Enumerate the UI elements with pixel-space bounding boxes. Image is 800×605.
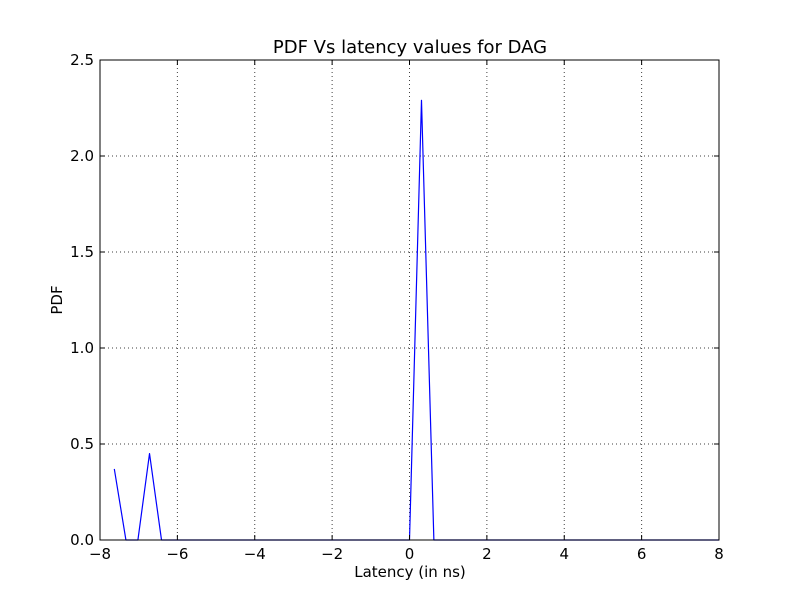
x-tick-label: −6 xyxy=(166,545,188,563)
tick-marks xyxy=(99,59,720,541)
y-tick-label: 1.5 xyxy=(70,243,94,261)
x-tick-label: −8 xyxy=(89,545,111,563)
x-tick-label: 2 xyxy=(482,545,492,563)
x-tick-label: 4 xyxy=(559,545,569,563)
x-tick-label: −4 xyxy=(244,545,266,563)
x-tick-label: −2 xyxy=(321,545,343,563)
y-tick-label: 2.5 xyxy=(70,51,94,69)
x-tick-label: 8 xyxy=(714,545,724,563)
x-tick-labels: −8 −6 −4 −2 0 2 4 6 8 xyxy=(89,545,724,563)
x-tick-label: 6 xyxy=(637,545,647,563)
x-axis-label: Latency (in ns) xyxy=(354,563,466,581)
grid-lines xyxy=(100,60,719,540)
y-tick-label: 1.0 xyxy=(70,339,94,357)
x-tick-label: 0 xyxy=(405,545,415,563)
y-tick-label: 0.5 xyxy=(70,435,94,453)
y-axis-label: PDF xyxy=(48,285,66,314)
y-tick-label: 2.0 xyxy=(70,147,94,165)
y-tick-label: 0.0 xyxy=(70,531,94,549)
chart-title: PDF Vs latency values for DAG xyxy=(273,37,547,58)
y-tick-labels: 0.0 0.5 1.0 1.5 2.0 2.5 xyxy=(70,51,94,549)
